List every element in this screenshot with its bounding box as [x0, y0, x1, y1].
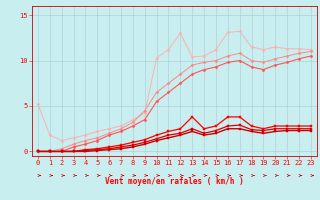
- X-axis label: Vent moyen/en rafales ( km/h ): Vent moyen/en rafales ( km/h ): [105, 177, 244, 186]
